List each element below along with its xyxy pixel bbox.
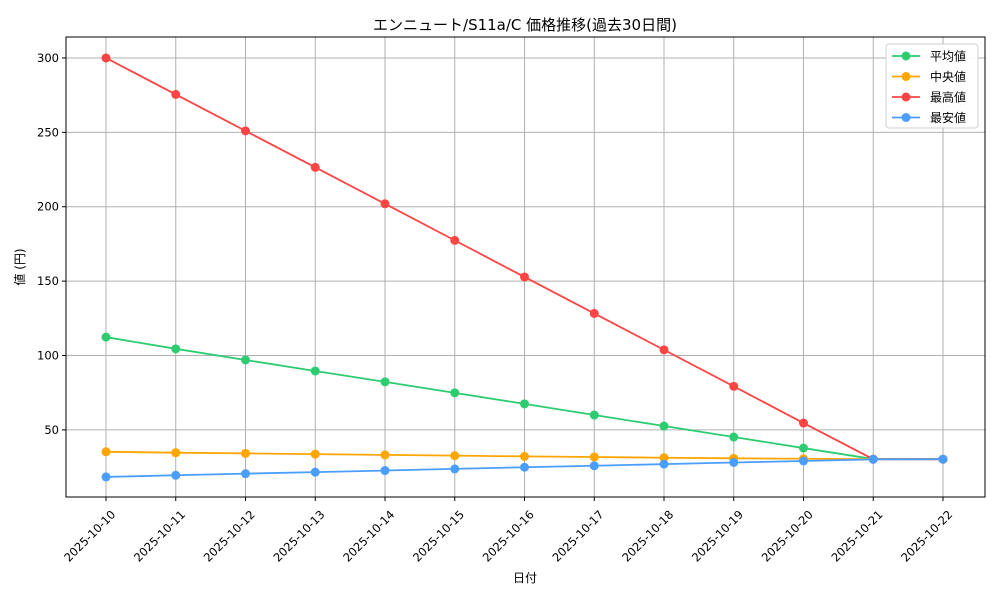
x-tick-label: 2025-10-15 <box>410 507 467 564</box>
x-tick-label: 2025-10-12 <box>201 507 258 564</box>
data-point <box>520 462 529 472</box>
x-tick-label: 2025-10-13 <box>270 507 327 564</box>
legend-marker <box>901 92 911 102</box>
data-point <box>241 126 250 136</box>
data-point <box>310 366 320 376</box>
legend-marker <box>901 51 911 61</box>
data-point <box>310 162 320 172</box>
grid <box>66 37 985 497</box>
x-tick-label: 2025-10-20 <box>759 507 816 564</box>
x-tick-label: 2025-10-14 <box>340 507 397 564</box>
legend-label: 最高値 <box>930 90 966 105</box>
y-tick-label: 200 <box>37 200 59 214</box>
data-point <box>450 451 460 461</box>
data-point <box>729 381 739 391</box>
data-point <box>171 89 181 99</box>
data-point <box>241 469 250 479</box>
y-tick-label: 250 <box>37 125 59 139</box>
y-tick-label: 50 <box>44 423 59 437</box>
data-point <box>589 410 599 420</box>
x-tick-label: 2025-10-10 <box>61 507 118 564</box>
legend-label: 中央値 <box>930 69 966 84</box>
x-tick-label: 2025-10-17 <box>549 507 606 564</box>
legend-label: 最安値 <box>930 110 966 125</box>
data-point <box>171 470 181 480</box>
x-axis: 2025-10-10 2025-10-11 2025-10-12 2025-10-13… <box>61 497 955 565</box>
y-tick-label: 300 <box>37 51 59 65</box>
series-最安値 <box>101 454 948 482</box>
data-point <box>450 235 460 245</box>
x-tick-label: 2025-10-19 <box>689 507 746 564</box>
data-point <box>729 432 739 442</box>
legend-frame <box>885 43 979 129</box>
data-point <box>101 332 111 342</box>
data-point <box>101 472 111 482</box>
data-point <box>171 448 181 458</box>
data-point <box>659 345 669 355</box>
data-point <box>938 454 948 464</box>
data-point <box>241 355 250 365</box>
x-tick-label: 2025-10-11 <box>131 507 188 564</box>
data-point <box>380 199 390 209</box>
legend-label: 平均値 <box>930 49 966 64</box>
data-point <box>101 53 111 63</box>
data-point <box>520 272 529 282</box>
series-group <box>101 53 948 482</box>
data-point <box>520 451 529 461</box>
data-point <box>380 377 390 387</box>
data-point <box>310 467 320 477</box>
data-point <box>241 448 250 458</box>
data-point <box>589 308 599 318</box>
data-point <box>310 449 320 459</box>
y-axis: 50 100 150 200 250 300 <box>37 51 66 437</box>
data-point <box>380 450 390 460</box>
data-point <box>659 459 669 469</box>
x-tick-label: 2025-10-18 <box>619 507 676 564</box>
data-point <box>589 452 599 462</box>
data-point <box>450 464 460 474</box>
data-point <box>659 453 669 463</box>
data-point <box>589 461 599 471</box>
data-point <box>868 454 878 464</box>
x-axis-label: 日付 <box>513 571 537 585</box>
data-point <box>380 466 390 476</box>
x-tick-label: 2025-10-22 <box>898 507 955 564</box>
data-point <box>520 399 529 409</box>
legend-marker <box>901 72 911 81</box>
x-tick-label: 2025-10-16 <box>480 507 537 564</box>
x-tick-label: 2025-10-21 <box>828 507 885 564</box>
data-point <box>799 418 808 428</box>
data-point <box>729 457 739 467</box>
data-point <box>659 421 669 431</box>
data-point <box>799 456 808 466</box>
data-point <box>450 388 460 398</box>
legend-marker <box>901 113 911 122</box>
chart-title: エンニュート/S11a/C 価格推移(過去30日間) <box>373 16 677 34</box>
data-point <box>799 443 808 453</box>
y-tick-label: 150 <box>37 274 59 288</box>
data-point <box>101 447 111 457</box>
data-point <box>171 344 181 354</box>
plot-frame <box>65 36 986 498</box>
y-tick-label: 100 <box>37 349 59 363</box>
y-axis-label: 値 (円) <box>12 248 27 285</box>
